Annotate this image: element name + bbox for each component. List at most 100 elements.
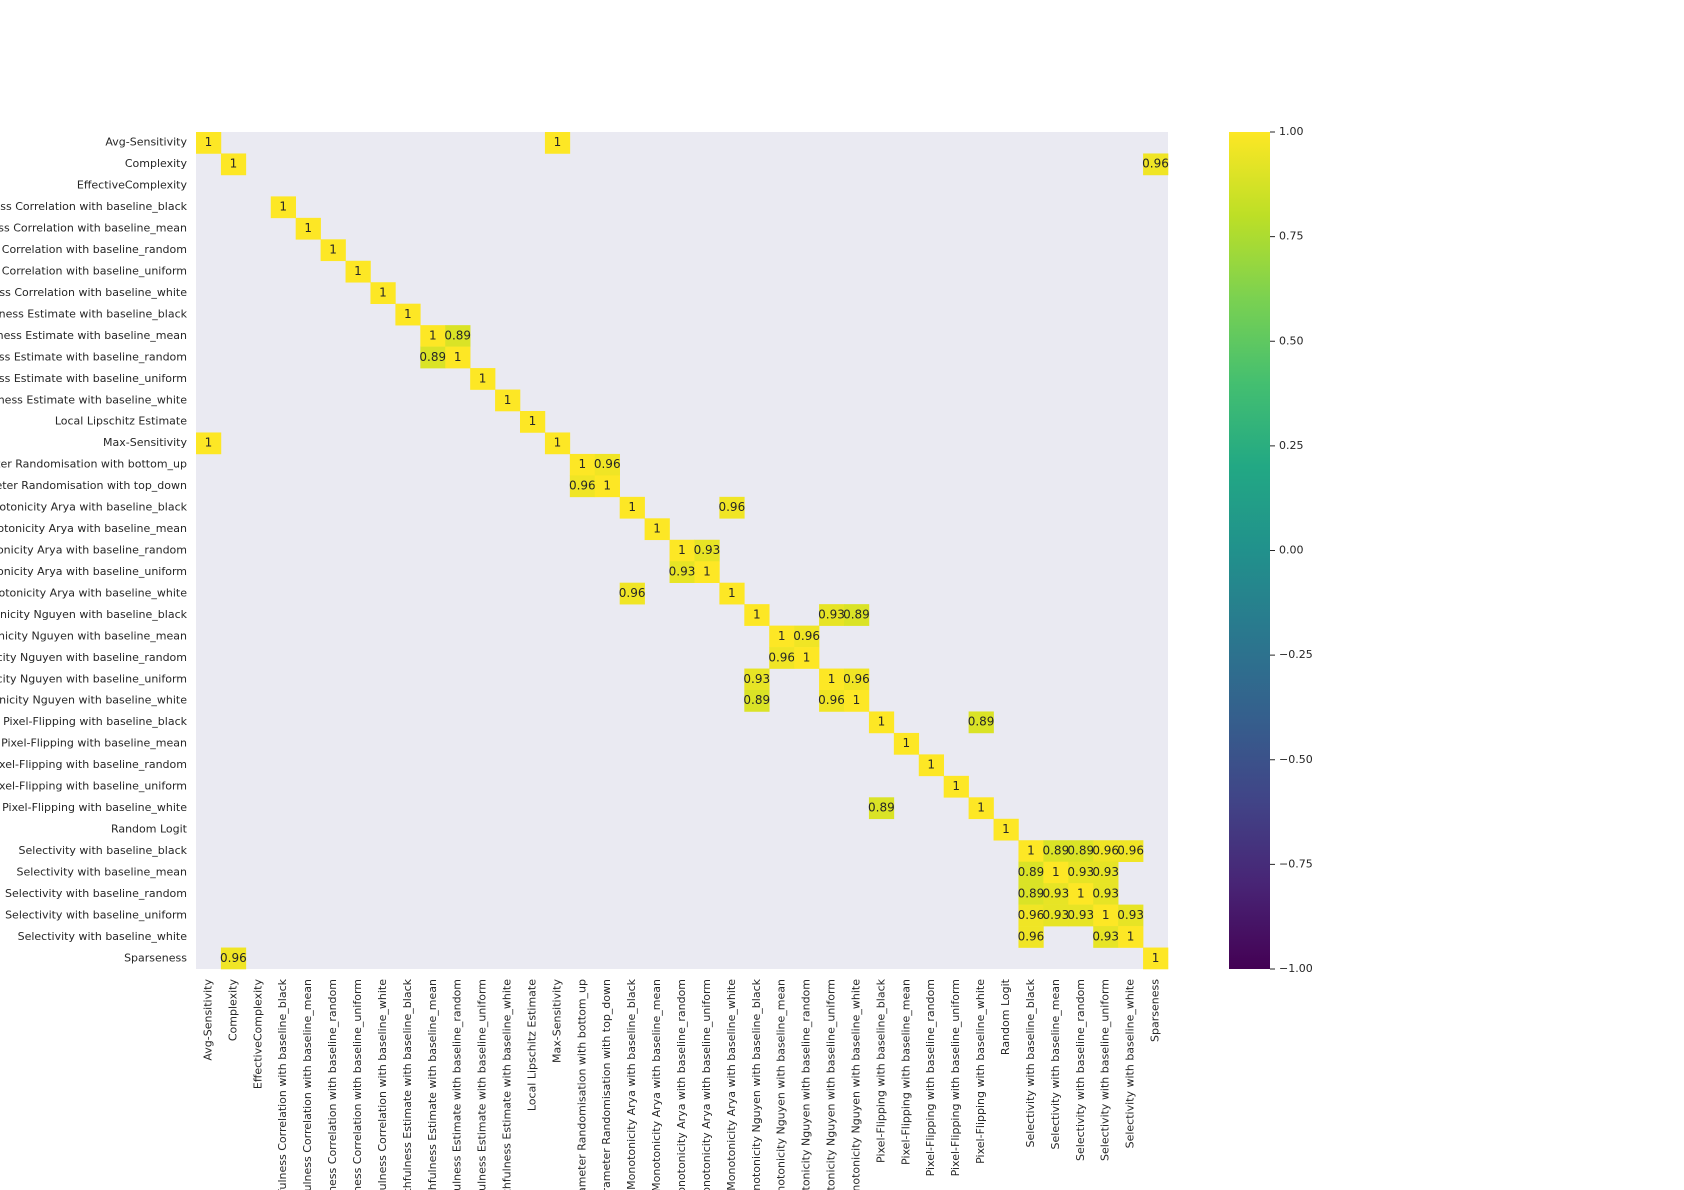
heatmap-cell bbox=[819, 668, 845, 691]
x-tick-label: EffectiveComplexity bbox=[251, 979, 264, 1090]
cell-value-label: 0.89 bbox=[743, 693, 770, 707]
x-tick-label: Monotonicity Arya with baseline_white bbox=[725, 979, 738, 1190]
y-tick-label: Faithfulness Correlation with baseline_w… bbox=[0, 286, 187, 299]
y-tick-label: Avg-Sensitivity bbox=[105, 136, 187, 149]
heatmap-cell bbox=[1093, 926, 1119, 948]
heatmap-cell bbox=[320, 239, 346, 262]
x-tick-label: Faithfulness Correlation with baseline_u… bbox=[351, 979, 364, 1190]
heatmap-cell bbox=[719, 582, 745, 605]
cell-value-label: 1 bbox=[379, 285, 387, 299]
y-tick-label: Pixel-Flipping with baseline_white bbox=[2, 801, 187, 814]
y-tick-label: Monotonicity Nguyen with baseline_unifor… bbox=[0, 672, 187, 685]
x-tick-label: Faithfulness Correlation with baseline_m… bbox=[301, 979, 314, 1190]
colorbar-tick-label: −0.25 bbox=[1279, 648, 1313, 661]
heatmap-cell bbox=[644, 518, 670, 541]
cell-value-label: 0.96 bbox=[1018, 908, 1045, 922]
heatmap-cell bbox=[844, 690, 870, 712]
cell-value-label: 0.96 bbox=[843, 672, 870, 686]
cell-value-label: 1 bbox=[1002, 822, 1010, 836]
x-tick-label: Pixel-Flipping with baseline_black bbox=[874, 978, 887, 1163]
cell-value-label: 1 bbox=[205, 436, 213, 450]
cell-value-label: 1 bbox=[1152, 951, 1160, 965]
cell-value-label: 0.96 bbox=[1018, 929, 1045, 943]
heatmap-cell bbox=[594, 453, 620, 476]
cell-value-label: 0.96 bbox=[220, 951, 247, 965]
cell-value-label: 1 bbox=[678, 543, 686, 557]
heatmap-cell bbox=[420, 325, 446, 347]
cell-value-label: 0.93 bbox=[1042, 908, 1069, 922]
heatmap-cell bbox=[744, 604, 770, 626]
heatmap-cell bbox=[1118, 926, 1144, 948]
heatmap-cell bbox=[445, 346, 471, 369]
cell-value-label: 1 bbox=[404, 307, 412, 321]
heatmap-cell bbox=[794, 625, 820, 648]
y-tick-label: Sparseness bbox=[124, 951, 187, 964]
y-tick-label: Local Lipschitz Estimate bbox=[55, 415, 187, 428]
cell-value-label: 1 bbox=[728, 586, 736, 600]
cell-value-label: 0.93 bbox=[1092, 865, 1119, 879]
cell-value-label: 0.93 bbox=[1067, 908, 1094, 922]
cell-value-label: 1 bbox=[429, 328, 437, 342]
y-tick-label: Monotonicity Arya with baseline_black bbox=[0, 501, 188, 514]
y-tick-label: Model Parameter Randomisation with botto… bbox=[0, 458, 187, 471]
heatmap-cell bbox=[943, 775, 969, 798]
cell-value-label: 1 bbox=[828, 672, 836, 686]
x-tick-label: Model Parameter Randomisation with top_d… bbox=[600, 979, 613, 1190]
heatmap-cell bbox=[1068, 883, 1094, 905]
cell-value-label: 0.96 bbox=[818, 693, 845, 707]
y-tick-label: Faithfulness Correlation with baseline_u… bbox=[0, 265, 187, 278]
x-tick-label: Pixel-Flipping with baseline_random bbox=[924, 979, 937, 1176]
heatmap-cell bbox=[295, 217, 321, 240]
heatmap-cell bbox=[1093, 883, 1119, 905]
cell-value-label: 1 bbox=[230, 157, 238, 171]
cell-value-label: 1 bbox=[603, 479, 611, 493]
heatmap-cell bbox=[819, 690, 845, 712]
x-tick-label: Faithfulness Correlation with baseline_b… bbox=[276, 978, 289, 1190]
heatmap-cell bbox=[918, 754, 944, 777]
x-tick-label: Monotonicity Nguyen with baseline_mean bbox=[775, 979, 788, 1190]
heatmap-cell bbox=[594, 475, 620, 498]
cell-value-label: 1 bbox=[504, 393, 512, 407]
x-tick-label: Selectivity with baseline_uniform bbox=[1099, 979, 1112, 1161]
cell-value-label: 1 bbox=[902, 736, 910, 750]
y-tick-label: Monotonicity Nguyen with baseline_white bbox=[0, 694, 187, 707]
cell-value-label: 1 bbox=[1102, 908, 1110, 922]
y-tick-label: Faithfulness Estimate with baseline_whit… bbox=[0, 393, 187, 406]
heatmap-cell bbox=[669, 539, 695, 562]
heatmap-cell bbox=[1093, 840, 1119, 862]
heatmap-cell bbox=[569, 475, 596, 498]
cell-value-label: 1 bbox=[853, 693, 861, 707]
cell-value-label: 1 bbox=[354, 264, 362, 278]
heatmap-cell bbox=[844, 604, 870, 626]
cell-value-label: 0.96 bbox=[718, 500, 745, 514]
colorbar-tick-label: −1.00 bbox=[1279, 962, 1313, 975]
cell-value-label: 0.96 bbox=[619, 586, 646, 600]
heatmap-cell bbox=[1018, 840, 1044, 862]
cell-value-label: 0.89 bbox=[1067, 843, 1094, 857]
cell-value-label: 0.96 bbox=[768, 650, 795, 664]
y-tick-label: Faithfulness Estimate with baseline_blac… bbox=[0, 307, 188, 320]
x-tick-label: Faithfulness Estimate with baseline_mean bbox=[426, 979, 439, 1190]
x-tick-label: Faithfulness Estimate with baseline_whit… bbox=[501, 979, 514, 1190]
colorbar-tick-label: 0.25 bbox=[1279, 439, 1304, 452]
heatmap-cell bbox=[669, 561, 695, 583]
heatmap-cell bbox=[1093, 904, 1119, 927]
cell-value-label: 1 bbox=[529, 414, 537, 428]
x-tick-label: Complexity bbox=[226, 979, 239, 1042]
cell-value-label: 0.89 bbox=[843, 607, 870, 621]
y-tick-label: Max-Sensitivity bbox=[103, 436, 187, 449]
heatmap-cell bbox=[1043, 904, 1069, 927]
x-tick-label: Faithfulness Estimate with baseline_rand… bbox=[451, 979, 464, 1190]
x-tick-label: Monotonicity Nguyen with baseline_unifor… bbox=[825, 979, 838, 1190]
cell-value-label: 0.96 bbox=[569, 479, 596, 493]
cell-value-label: 1 bbox=[977, 801, 985, 815]
heatmap-cell bbox=[1143, 153, 1169, 176]
cell-value-label: 1 bbox=[1077, 886, 1085, 900]
x-tick-label: Pixel-Flipping with baseline_mean bbox=[899, 979, 912, 1165]
heatmap-cell bbox=[1143, 947, 1169, 970]
heatmap-cell bbox=[1068, 861, 1094, 884]
colorbar-tick-label: 0.00 bbox=[1279, 544, 1304, 557]
heatmap-cell bbox=[544, 132, 571, 154]
y-tick-label: Monotonicity Arya with baseline_uniform bbox=[0, 565, 187, 578]
cell-value-label: 1 bbox=[1027, 843, 1035, 857]
